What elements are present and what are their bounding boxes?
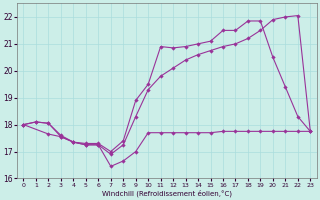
X-axis label: Windchill (Refroidissement éolien,°C): Windchill (Refroidissement éolien,°C) xyxy=(102,189,232,197)
